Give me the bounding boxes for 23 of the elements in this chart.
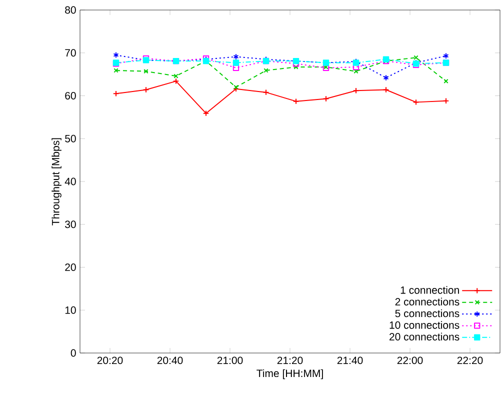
y-tick-label: 50 <box>65 134 76 142</box>
y-tick-label: 40 <box>64 178 76 186</box>
y-tick-label: 30 <box>65 220 76 228</box>
x-tick-label: 22:00 <box>397 356 423 364</box>
y-tick-label: 80 <box>65 6 76 14</box>
legend-label: 2 connections <box>395 298 460 306</box>
legend-label: 20 connections <box>390 332 460 340</box>
legend-label: 5 connections <box>395 309 460 318</box>
y-tick-label: 0 <box>70 349 76 357</box>
y-tick-label: 60 <box>65 92 76 100</box>
y-axis-title: Throughput [Mbps] <box>52 138 62 226</box>
x-tick-label: 20:20 <box>97 356 123 364</box>
x-tick-label: 20:40 <box>157 356 183 364</box>
legend-label: 10 connections <box>390 321 460 329</box>
y-tick-label: 20 <box>65 264 76 271</box>
x-tick-label: 21:40 <box>337 356 363 364</box>
x-tick-label: 21:20 <box>277 356 303 364</box>
x-axis-title: Time [HH:MM] <box>256 369 323 380</box>
y-tick-label: 70 <box>65 49 76 57</box>
x-tick-label: 21:00 <box>217 356 243 364</box>
x-tick-label: 22:20 <box>457 356 483 364</box>
legend-label: 1 connection <box>400 286 459 294</box>
y-tick-label: 10 <box>65 306 76 314</box>
